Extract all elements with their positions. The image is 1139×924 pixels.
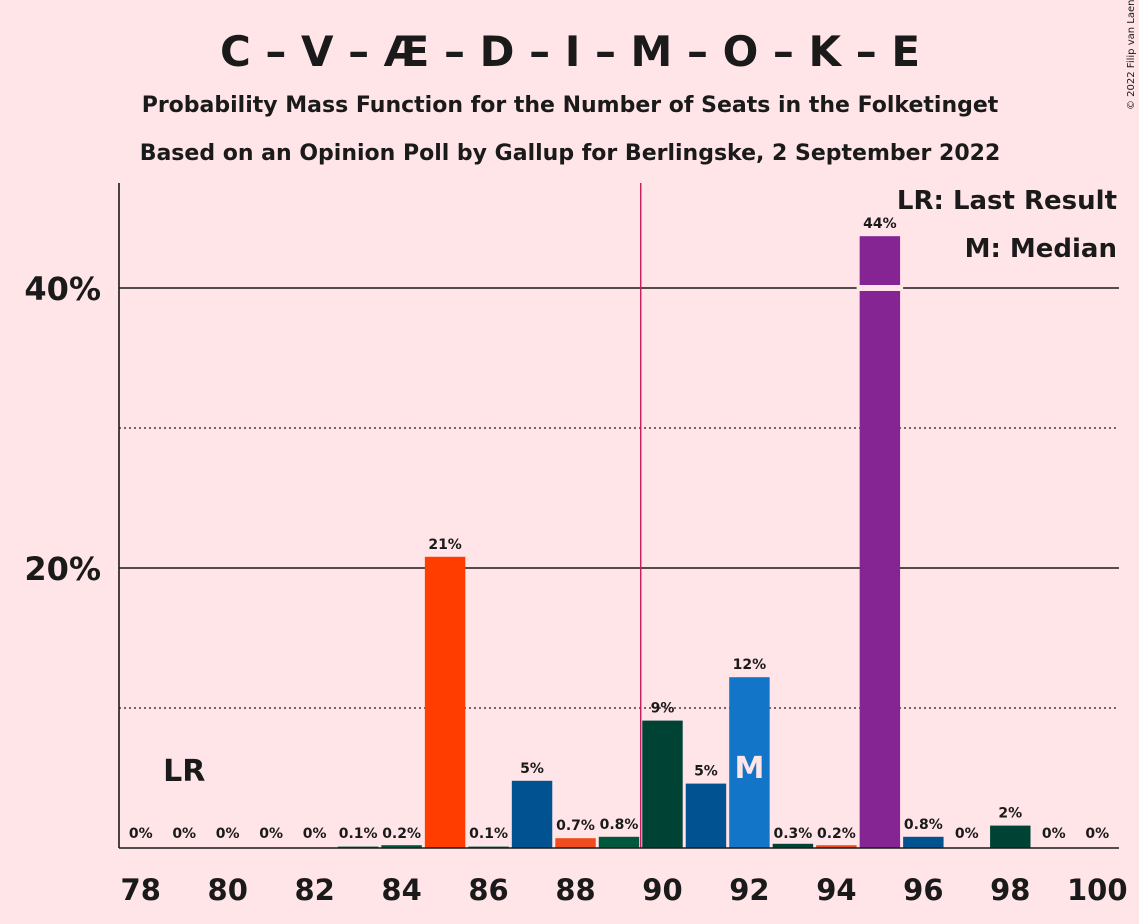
bar-87	[511, 780, 553, 848]
data-label-81: 0%	[259, 826, 283, 842]
data-label-88: 0.7%	[556, 818, 595, 834]
data-label-99: 0%	[1042, 826, 1066, 842]
data-label-90: 9%	[651, 701, 675, 717]
x-tick-88: 88	[555, 873, 595, 907]
bar-89	[598, 836, 640, 848]
bar-92	[729, 677, 770, 848]
x-tick-100: 100	[1067, 873, 1128, 907]
bar-91	[685, 783, 727, 848]
label-gap-95	[856, 285, 904, 291]
data-label-98: 2%	[998, 806, 1022, 822]
bar-88	[555, 838, 596, 848]
last-result-marker: LR	[163, 754, 205, 789]
x-tick-90: 90	[642, 873, 682, 907]
bar-94	[816, 845, 857, 848]
data-label-89: 0.8%	[600, 817, 639, 833]
data-label-85: 21%	[428, 537, 462, 553]
data-label-79: 0%	[172, 826, 196, 842]
data-label-100: 0%	[1085, 826, 1109, 842]
legend-median: M: Median	[965, 234, 1117, 264]
data-label-83: 0.1%	[339, 826, 378, 842]
bar-96	[903, 836, 944, 848]
bar-98	[990, 825, 1031, 848]
y-axis-ticks: 20% 40%	[24, 270, 101, 588]
data-label-80: 0%	[216, 826, 240, 842]
legend-last-result: LR: Last Result	[897, 186, 1117, 216]
data-label-92: 12%	[733, 657, 767, 673]
x-tick-94: 94	[816, 873, 856, 907]
data-labels: 0% 0% 0% 0% 0% 0.1% 0.2%21%0.1%5%0.7% 0.8%9%5%1…	[129, 216, 1109, 842]
bar-85	[424, 556, 466, 848]
bar-93	[772, 843, 814, 848]
x-tick-98: 98	[990, 873, 1030, 907]
x-tick-92: 92	[729, 873, 769, 907]
data-label-86: 0.1%	[469, 826, 508, 842]
axes	[118, 183, 1119, 849]
bar-84	[381, 845, 422, 848]
data-label-78: 0%	[129, 826, 153, 842]
data-label-84: 0.2%	[382, 826, 421, 842]
x-tick-84: 84	[381, 873, 421, 907]
x-tick-82: 82	[294, 873, 334, 907]
data-label-93: 0.3%	[773, 826, 812, 842]
bar-90	[642, 720, 683, 848]
y-tick-40: 40%	[24, 270, 101, 308]
gridlines	[119, 287, 1119, 709]
chart-subtitle-1: Probability Mass Function for the Number…	[142, 93, 999, 118]
chart-subtitle-2: Based on an Opinion Poll by Gallup for B…	[140, 141, 1001, 166]
chart-title: C – V – Æ – D – I – M – O – K – E	[220, 27, 920, 76]
bars	[337, 236, 1031, 848]
median-marker: M	[735, 751, 765, 786]
bar-95	[859, 236, 901, 848]
x-axis-ticks: 78 80 82 84 86 88 90 92 94 96 98 100	[121, 873, 1128, 907]
data-label-82: 0%	[303, 826, 327, 842]
x-tick-80: 80	[208, 873, 248, 907]
y-tick-20: 20%	[24, 550, 101, 588]
data-label-91: 5%	[694, 764, 718, 780]
copyright-note: © 2022 Filip van Laenen	[1126, 0, 1137, 110]
x-tick-86: 86	[468, 873, 508, 907]
x-tick-78: 78	[121, 873, 161, 907]
data-label-95: 44%	[863, 216, 897, 232]
data-label-96: 0.8%	[904, 817, 943, 833]
data-label-87: 5%	[520, 761, 544, 777]
x-tick-96: 96	[903, 873, 943, 907]
data-label-94: 0.2%	[817, 826, 856, 842]
data-label-97: 0%	[955, 826, 979, 842]
